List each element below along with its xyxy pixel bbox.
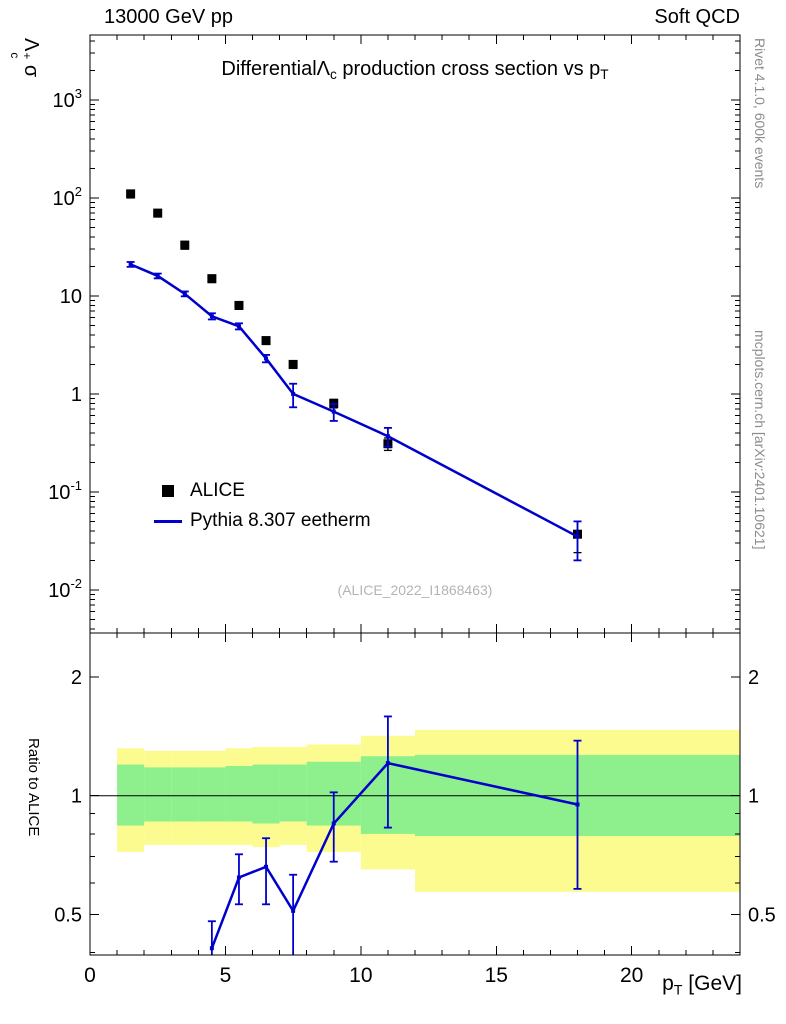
alice-square-marker-icon: [146, 485, 190, 497]
svg-text:5: 5: [220, 964, 232, 987]
plot-title: DifferentialΛc production cross section …: [221, 58, 609, 83]
svg-text:1: 1: [748, 786, 759, 808]
svg-text:2: 2: [748, 667, 759, 689]
process-group-label: Soft QCD: [654, 6, 740, 28]
svg-text:103: 103: [53, 86, 82, 112]
y-axis-label-ratio: Ratio to ALICE: [25, 738, 42, 837]
legend-label-pythia: Pythia 8.307 eetherm: [190, 510, 371, 531]
axes-frame: [89, 34, 741, 956]
pythia-line: [126, 261, 582, 562]
svg-text:1: 1: [71, 384, 82, 406]
svg-text:102: 102: [53, 184, 82, 210]
ratio-curve: [207, 715, 582, 955]
svg-text:0: 0: [84, 964, 96, 987]
svg-text:0.5: 0.5: [54, 904, 82, 926]
rivet-version-note: Rivet 4.1.0, 600k events: [752, 38, 768, 189]
mcplots-arxiv-note: mcplots.cern.ch [arXiv:2401.10621]: [752, 330, 768, 550]
svg-text:20: 20: [620, 964, 643, 987]
svg-text:10: 10: [349, 964, 372, 987]
analysis-id-watermark: (ALICE_2022_I1868463): [337, 582, 493, 598]
uncertainty-bands: [117, 729, 740, 892]
svg-text:10: 10: [60, 286, 82, 308]
svg-text:0.5: 0.5: [748, 904, 776, 926]
svg-text:10-1: 10-1: [48, 478, 82, 504]
svg-text:1: 1: [71, 786, 82, 808]
legend-entry-alice: ALICE: [146, 476, 371, 506]
legend-entry-pythia: Pythia 8.307 eetherm: [146, 506, 371, 536]
svg-text:10-2: 10-2: [48, 576, 82, 602]
legend: ALICE Pythia 8.307 eetherm: [146, 476, 371, 536]
legend-label-alice: ALICE: [190, 480, 245, 501]
beam-energy-label: 13000 GeV pp: [104, 6, 233, 28]
svg-text:15: 15: [485, 964, 508, 987]
svg-text:2: 2: [71, 667, 82, 689]
pythia-line-marker-icon: [146, 519, 190, 523]
y-axis-label-main: Λ + c σ: [8, 38, 42, 78]
x-axis-label: pT [GeV]: [662, 972, 742, 999]
